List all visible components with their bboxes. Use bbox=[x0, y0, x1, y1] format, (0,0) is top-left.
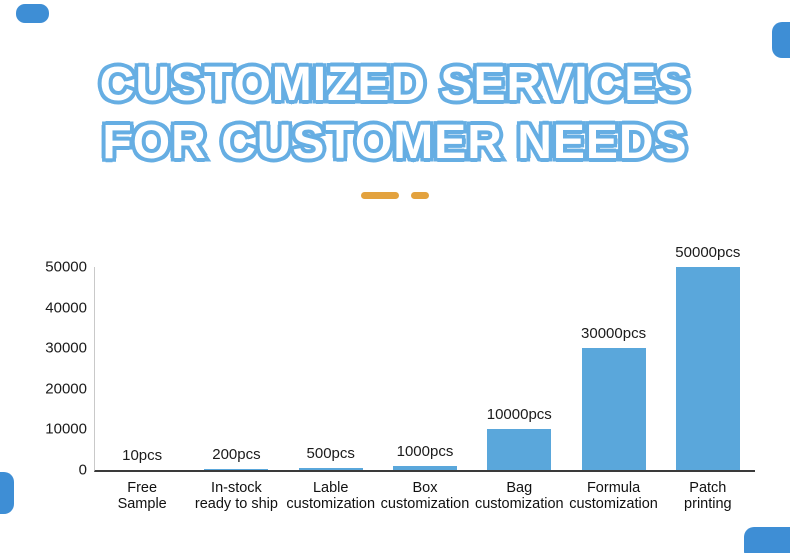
bar bbox=[581, 348, 646, 470]
bar-value-label: 10pcs bbox=[122, 446, 163, 464]
divider-dash-short bbox=[411, 192, 429, 199]
category-label: Lable customization bbox=[286, 480, 376, 512]
page-title-line2: FOR CUSTOMER NEEDS FOR CUSTOMER NEEDS bbox=[0, 113, 790, 173]
category-label: Box customization bbox=[380, 480, 470, 512]
title-divider bbox=[0, 192, 790, 199]
bar-chart: 0 10000 20000 30000 40000 50000 10pcs Free Samp… bbox=[45, 244, 755, 512]
bar-chart-plot-area: 10pcs Free Sample 200pcs In-stock ready to sh… bbox=[95, 244, 755, 512]
y-axis-tick-label: 30000 bbox=[45, 339, 87, 357]
bar-value-label: 30000pcs bbox=[581, 325, 647, 343]
category-label: Bag customization bbox=[474, 480, 564, 512]
page-title-line1-text: CUSTOMIZED SERVICES bbox=[99, 58, 691, 111]
page-title-line2-outline: FOR CUSTOMER NEEDS bbox=[99, 113, 690, 173]
category-label: Free Sample bbox=[117, 480, 167, 512]
bar-value-label: 200pcs bbox=[212, 446, 261, 464]
y-axis-tick-label: 0 bbox=[78, 461, 87, 479]
corner-decoration-bottom-right bbox=[744, 527, 790, 553]
page-title-line1: CUSTOMIZED SERVICES CUSTOMIZED SERVICES bbox=[0, 55, 790, 115]
bar bbox=[298, 467, 363, 470]
bar-slot: 500pcs Lable customization bbox=[284, 267, 378, 512]
page-title-line2-text: FOR CUSTOMER NEEDS bbox=[102, 116, 688, 169]
bar bbox=[675, 267, 740, 470]
corner-decoration-bottom-left bbox=[0, 472, 14, 514]
corner-decoration-top-right bbox=[772, 22, 790, 58]
bar-slot: 1000pcs Box customization bbox=[378, 267, 472, 512]
y-axis-tick-label: 20000 bbox=[45, 380, 87, 398]
bar-slot: 10000pcs Bag customization bbox=[472, 267, 566, 512]
page-title-line1-outline: CUSTOMIZED SERVICES bbox=[96, 55, 693, 115]
bar-slot: 50000pcs Patch printing bbox=[661, 244, 755, 512]
corner-decoration-top-left bbox=[16, 4, 49, 23]
bar-value-label: 500pcs bbox=[306, 444, 355, 462]
page-title: CUSTOMIZED SERVICES CUSTOMIZED SERVICES … bbox=[0, 55, 790, 173]
bar-slot: 30000pcs Formula customization bbox=[566, 267, 660, 512]
bar bbox=[392, 465, 457, 470]
bar bbox=[204, 469, 269, 470]
category-label: In-stock ready to ship bbox=[194, 480, 278, 512]
divider-dash-long bbox=[361, 192, 399, 199]
bar-value-label: 50000pcs bbox=[675, 244, 741, 261]
bar-slot: 10pcs Free Sample bbox=[95, 267, 189, 512]
bar-value-label: 1000pcs bbox=[396, 442, 454, 460]
y-axis-tick-label: 40000 bbox=[45, 299, 87, 317]
category-label: Formula customization bbox=[569, 480, 658, 512]
bar bbox=[487, 429, 552, 470]
category-label: Patch printing bbox=[684, 480, 732, 512]
bar-slot: 200pcs In-stock ready to ship bbox=[189, 267, 283, 512]
y-axis-tick-label: 10000 bbox=[45, 420, 87, 438]
y-axis-tick-label: 50000 bbox=[45, 258, 87, 276]
bar-value-label: 10000pcs bbox=[486, 406, 552, 424]
